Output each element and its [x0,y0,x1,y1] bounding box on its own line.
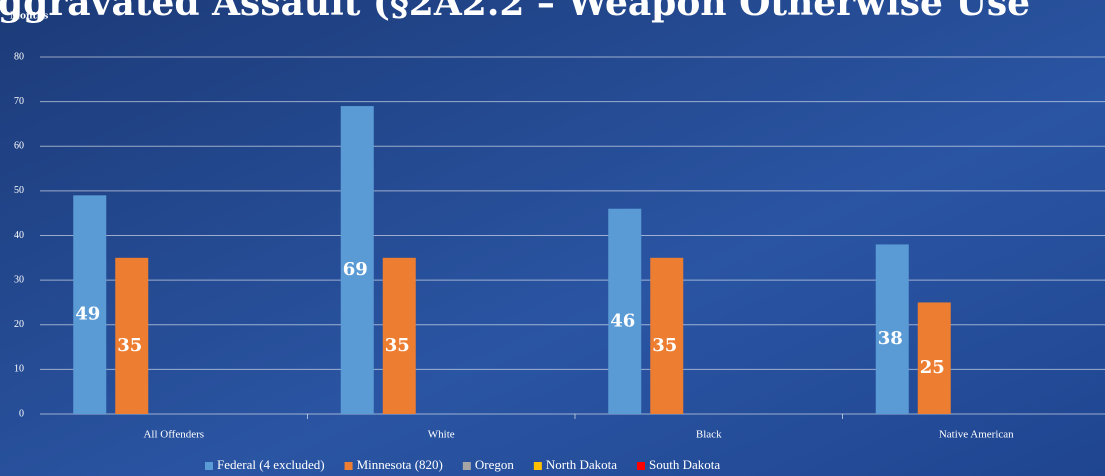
data-label: 38 [878,328,903,349]
legend-swatch [205,462,213,470]
y-tick-label: 80 [14,51,24,62]
x-tick-label: Native American [939,429,1014,441]
bar [917,302,951,414]
legend-label: Oregon [475,457,514,472]
legend-swatch [344,462,353,470]
bar [73,195,107,414]
legend-swatch [462,462,471,470]
bar [340,106,374,415]
chart-title: ggravated Assault (§2A2.2 – Weapon Other… [0,0,1030,24]
bar [650,257,684,414]
x-tick-label: Black [696,429,722,441]
bar [608,208,642,414]
data-label: 35 [652,335,677,356]
data-label: 35 [385,335,410,356]
y-tick-label: 70 [14,96,24,107]
y-axis-label: Months [10,12,48,22]
x-tick-label: All Offenders [143,429,204,441]
legend-label: South Dakota [649,457,720,472]
legend-label: North Dakota [546,457,617,472]
data-label: 46 [610,310,635,331]
y-tick-label: 40 [14,230,24,241]
data-label: 49 [75,304,100,325]
bar [115,257,149,414]
x-tick-label: White [428,429,455,441]
data-label: 69 [343,259,368,280]
y-tick-label: 30 [14,274,24,285]
bar [875,244,909,414]
legend-label: Minnesota (820) [357,457,443,472]
legend-swatch [533,462,542,470]
data-label: 25 [920,357,945,378]
y-tick-label: 20 [14,319,24,330]
legend-label: Federal (4 excluded) [217,457,325,472]
y-tick-label: 10 [14,364,24,375]
y-tick-label: 0 [19,408,24,419]
legend-swatch [636,462,645,470]
y-tick-label: 50 [14,185,24,196]
data-label: 35 [117,335,142,356]
bar [382,257,416,414]
y-tick-label: 60 [14,141,24,152]
